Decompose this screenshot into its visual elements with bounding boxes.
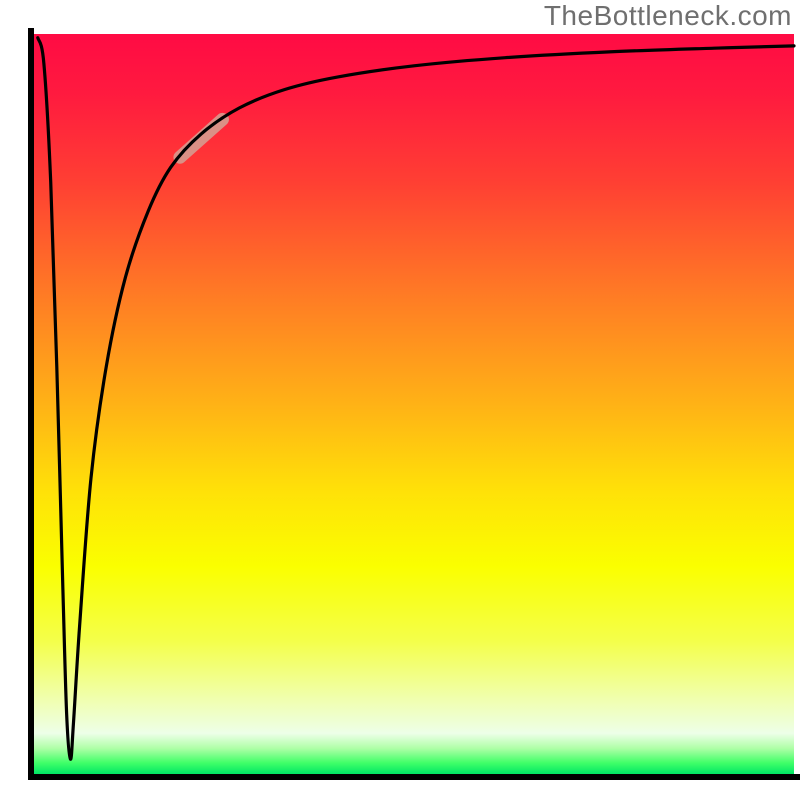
chart-svg xyxy=(0,0,800,800)
plot-background xyxy=(34,34,794,774)
axis-corner xyxy=(28,28,34,34)
x-axis xyxy=(28,774,800,780)
watermark-text: TheBottleneck.com xyxy=(544,0,792,32)
y-axis xyxy=(28,28,34,780)
bottleneck-chart: TheBottleneck.com xyxy=(0,0,800,800)
